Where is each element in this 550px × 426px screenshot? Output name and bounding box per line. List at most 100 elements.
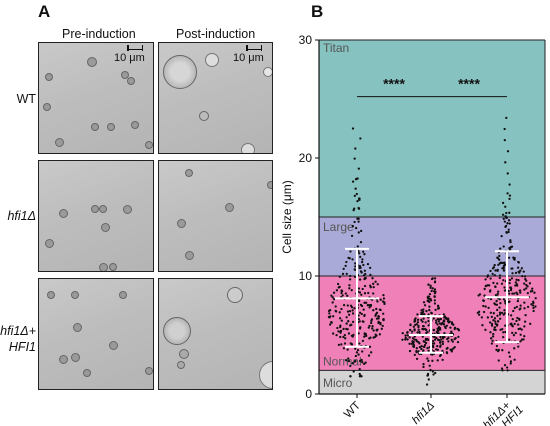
data-point-3	[504, 225, 507, 229]
data-point-1	[377, 321, 380, 325]
data-point-2	[414, 319, 417, 323]
data-point-1	[351, 312, 355, 315]
data-point-1	[346, 294, 349, 297]
data-point-3	[492, 281, 495, 285]
data-point-1	[381, 324, 384, 328]
data-point-3	[482, 304, 485, 308]
data-point-2	[450, 330, 453, 333]
data-point-3	[483, 294, 486, 297]
band-label-titan: Titan	[323, 41, 349, 55]
data-point-2	[445, 324, 449, 327]
data-point-2	[416, 313, 419, 316]
data-point-3	[519, 304, 522, 307]
data-point-1	[363, 362, 366, 366]
data-point-1	[353, 157, 356, 160]
data-point-3	[495, 303, 499, 306]
data-point-1	[369, 284, 372, 287]
data-point-2	[439, 335, 442, 339]
data-point-2	[432, 317, 435, 320]
data-point-2	[451, 340, 454, 343]
data-point-2	[438, 322, 442, 325]
data-point-1	[360, 312, 363, 316]
data-point-2	[415, 357, 419, 361]
y-tick-label: 30	[299, 33, 313, 47]
data-point-2	[430, 289, 433, 293]
data-point-1	[347, 357, 350, 360]
x-tick-label-line: WT	[342, 400, 363, 421]
data-point-3	[492, 319, 495, 322]
data-point-1	[342, 335, 345, 339]
data-point-2	[413, 335, 416, 338]
data-point-2	[420, 318, 423, 322]
data-point-2	[418, 345, 422, 349]
size-band-titan	[319, 40, 545, 217]
data-point-1	[340, 343, 343, 346]
data-point-2	[439, 338, 443, 341]
data-point-1	[350, 343, 354, 346]
data-point-2	[404, 334, 407, 337]
data-point-2	[445, 351, 448, 354]
data-point-1	[361, 350, 364, 353]
data-point-3	[512, 256, 515, 259]
data-point-1	[330, 294, 333, 297]
data-point-3	[516, 316, 519, 320]
data-point-2	[450, 338, 453, 342]
data-point-2	[426, 337, 429, 341]
data-point-3	[493, 326, 496, 329]
data-point-1	[348, 310, 352, 313]
data-point-3	[487, 306, 490, 310]
data-point-2	[429, 369, 432, 372]
data-point-3	[498, 306, 501, 309]
data-point-2	[431, 339, 435, 343]
data-point-1	[375, 317, 379, 320]
data-point-1	[340, 289, 343, 293]
panel-b-letter: B	[311, 2, 324, 21]
data-point-3	[482, 310, 486, 314]
data-point-3	[522, 338, 525, 341]
data-point-3	[489, 269, 492, 273]
data-point-3	[531, 289, 534, 293]
data-point-1	[361, 258, 364, 261]
data-point-1	[348, 284, 351, 287]
data-point-3	[503, 300, 507, 303]
data-point-1	[344, 337, 347, 340]
data-point-3	[496, 314, 499, 317]
data-point-1	[337, 330, 340, 333]
data-point-2	[441, 342, 445, 346]
data-point-1	[332, 291, 336, 294]
data-point-2	[423, 313, 426, 316]
data-point-3	[492, 266, 496, 269]
data-point-2	[435, 321, 438, 324]
data-point-1	[344, 292, 347, 295]
data-point-2	[420, 347, 423, 351]
data-point-1	[358, 327, 362, 330]
data-point-2	[434, 371, 437, 375]
data-point-1	[338, 317, 342, 320]
data-point-1	[357, 353, 360, 356]
data-point-2	[444, 326, 447, 330]
data-point-1	[378, 308, 382, 311]
data-point-3	[519, 333, 522, 336]
data-point-2	[439, 317, 442, 321]
data-point-1	[345, 272, 348, 276]
data-point-2	[427, 349, 430, 352]
data-point-3	[480, 316, 483, 319]
data-point-3	[502, 269, 506, 272]
data-point-1	[374, 333, 377, 336]
data-point-3	[513, 292, 516, 295]
data-point-1	[379, 323, 382, 326]
y-tick-label: 0	[305, 387, 312, 401]
data-point-3	[495, 344, 499, 348]
data-point-3	[511, 317, 514, 321]
data-point-2	[417, 328, 420, 332]
data-point-3	[496, 256, 499, 259]
data-point-3	[516, 299, 520, 303]
data-point-2	[431, 353, 434, 356]
data-point-1	[355, 192, 358, 196]
data-point-3	[478, 293, 482, 296]
data-point-3	[504, 324, 507, 327]
data-point-3	[506, 172, 509, 175]
data-point-2	[412, 325, 415, 328]
data-point-1	[357, 220, 360, 223]
data-point-3	[496, 268, 499, 272]
